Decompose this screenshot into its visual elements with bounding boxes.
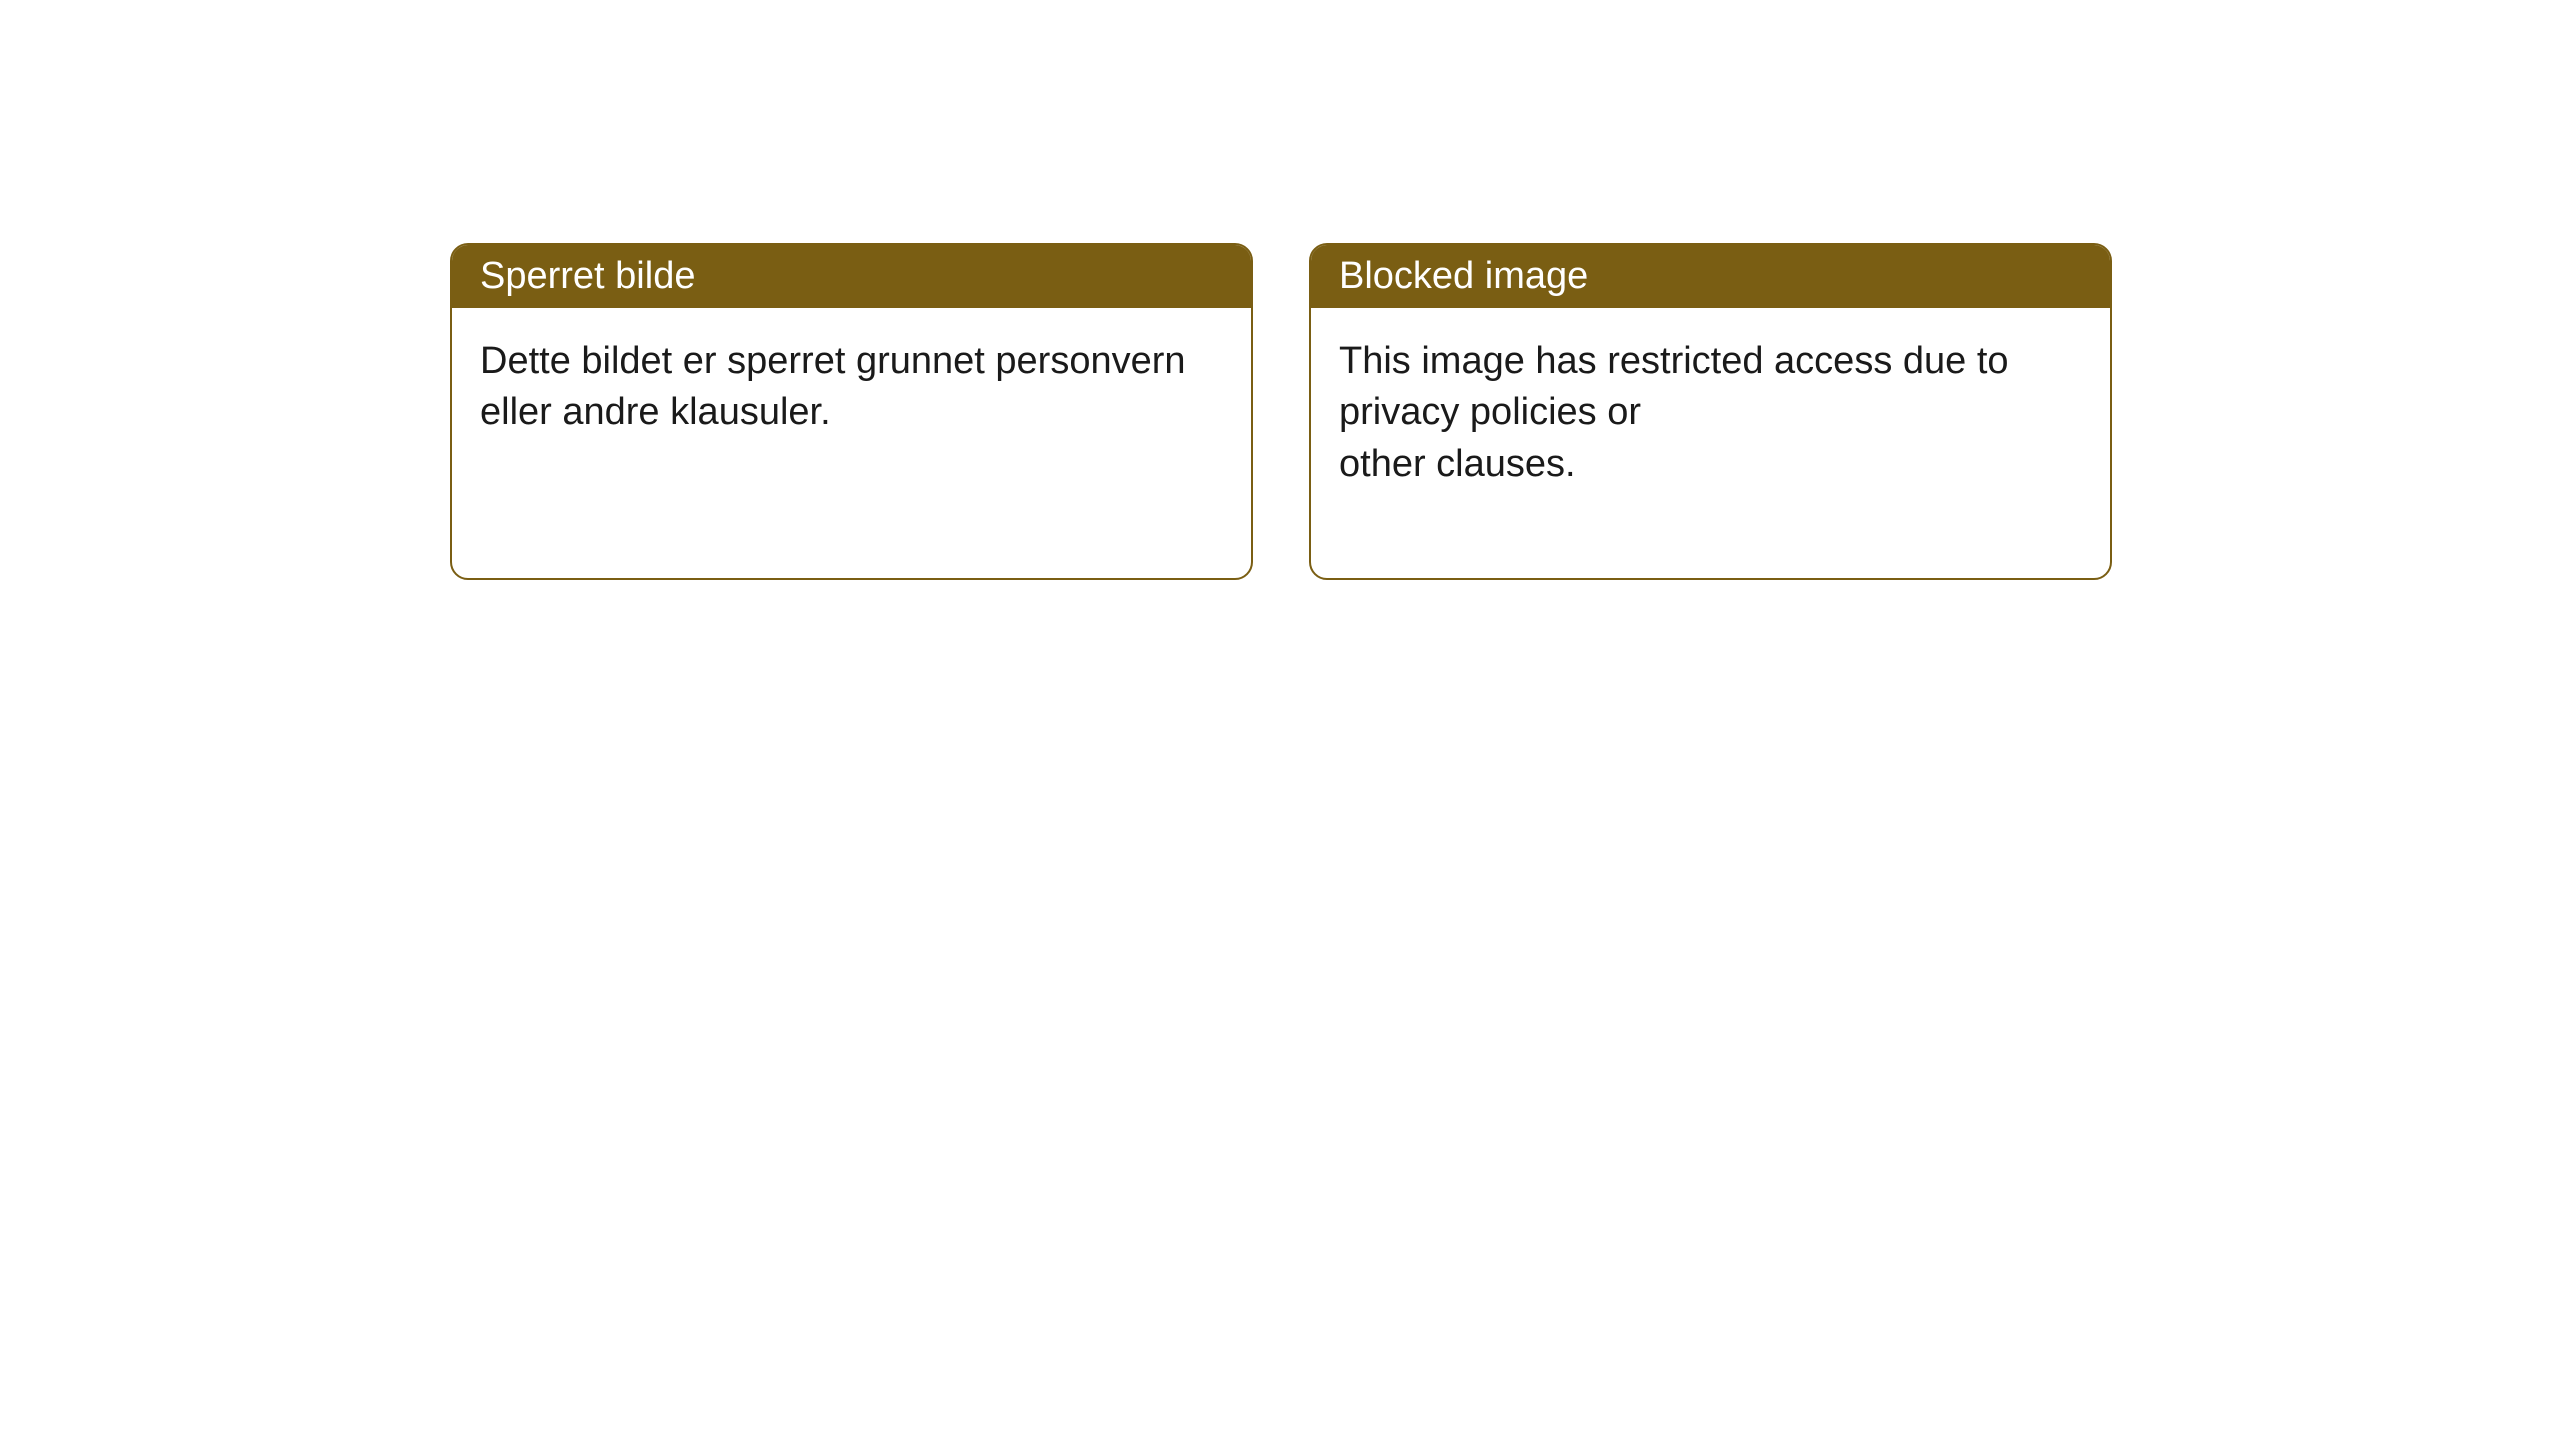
notice-card-english: Blocked image This image has restricted … <box>1309 243 2112 580</box>
card-header: Sperret bilde <box>452 245 1251 308</box>
card-body-text: This image has restricted access due to … <box>1339 336 2082 490</box>
notice-cards-container: Sperret bilde Dette bildet er sperret gr… <box>450 243 2112 580</box>
card-header-text: Blocked image <box>1339 255 1588 297</box>
card-body: This image has restricted access due to … <box>1311 308 2110 578</box>
card-body: Dette bildet er sperret grunnet personve… <box>452 308 1251 578</box>
card-body-text: Dette bildet er sperret grunnet personve… <box>480 336 1223 439</box>
notice-card-norwegian: Sperret bilde Dette bildet er sperret gr… <box>450 243 1253 580</box>
card-header: Blocked image <box>1311 245 2110 308</box>
card-header-text: Sperret bilde <box>480 255 695 297</box>
